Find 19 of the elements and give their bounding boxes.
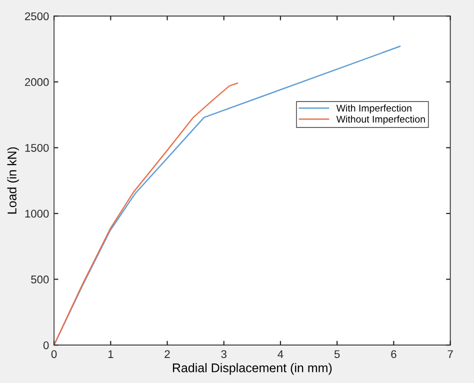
y-tick-label: 2500 <box>25 12 49 20</box>
y-axis-title: Load (in kN) <box>7 147 19 214</box>
line-series <box>54 82 238 346</box>
y-tick-label: 2000 <box>25 78 49 86</box>
y-tick-label: 500 <box>31 276 49 284</box>
x-tick-label: 3 <box>221 350 226 358</box>
x-tick-label: 1 <box>108 350 114 358</box>
legend-label: Without Imperfection <box>336 115 425 125</box>
y-tick-label: 0 <box>43 341 49 350</box>
x-tick-label: 0 <box>51 350 57 358</box>
x-tick-label: 2 <box>164 350 170 358</box>
y-tick-label: 1000 <box>25 210 49 218</box>
legend-label: With Imperfection <box>336 104 412 114</box>
x-axis-title: Radial Displacement (in mm) <box>172 363 332 375</box>
y-tick-label: 1500 <box>25 144 49 152</box>
x-tick-label: 5 <box>334 350 340 358</box>
x-tick-label: 4 <box>278 350 284 358</box>
x-tick-label: 6 <box>391 350 396 358</box>
x-tick-label: 7 <box>448 350 453 358</box>
